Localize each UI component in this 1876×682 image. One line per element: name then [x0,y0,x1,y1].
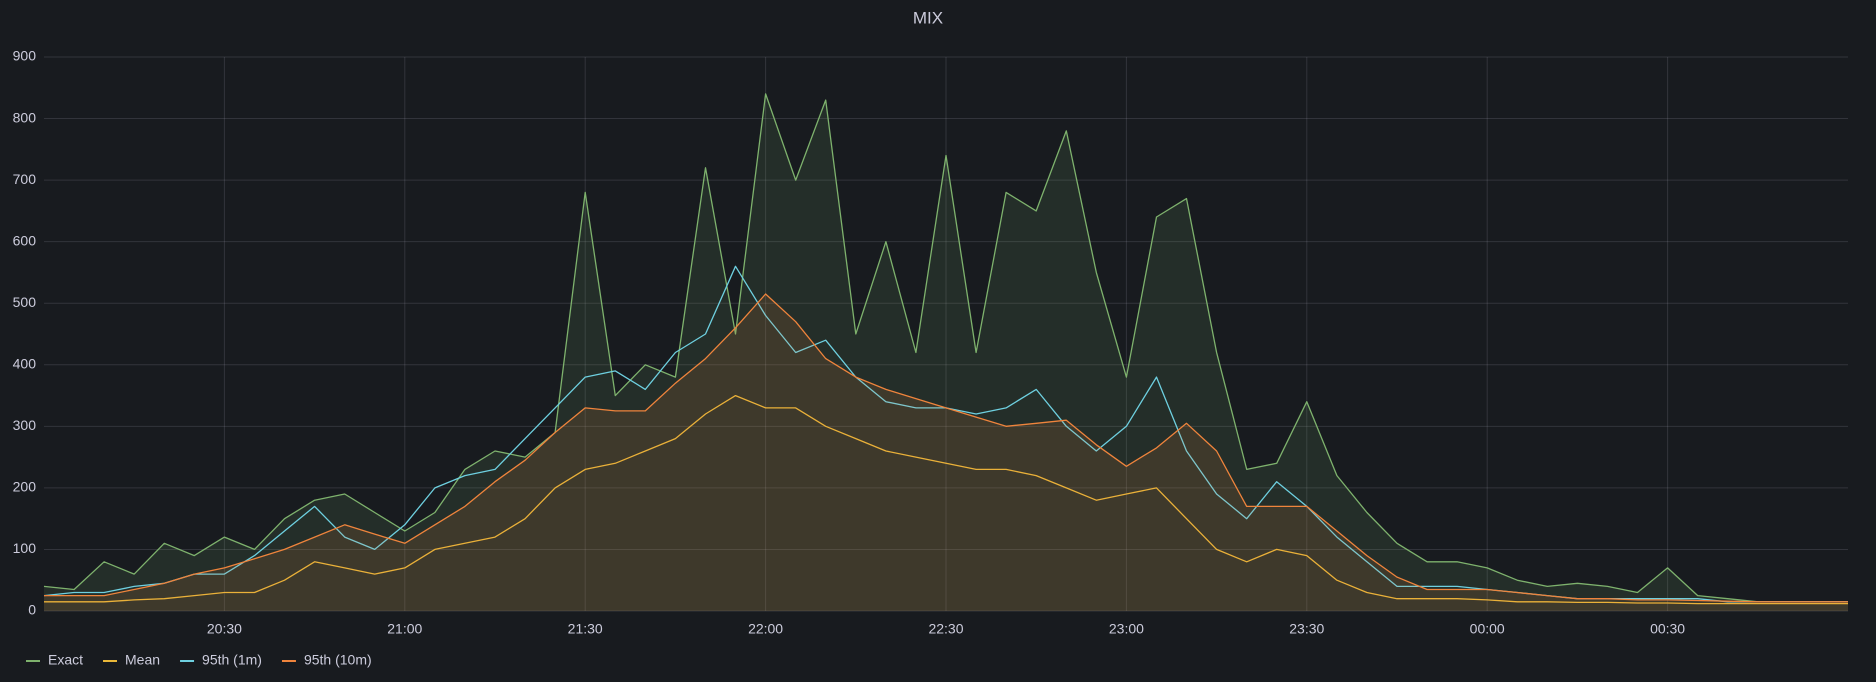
x-tick-label: 21:00 [387,621,422,637]
x-tick-label: 21:30 [568,621,603,637]
y-tick-label: 700 [13,171,37,187]
legend-label: Mean [125,652,160,668]
y-tick-label: 300 [13,417,37,433]
x-tick-label: 23:00 [1109,621,1144,637]
y-tick-label: 400 [13,355,37,371]
series-line [43,93,1848,603]
series-line [44,293,1848,603]
legend-label: 95th (1m) [202,652,262,668]
legend-item[interactable]: 95th (10m) [281,652,372,668]
area-fill [44,294,1848,611]
y-tick-label: 0 [28,602,36,618]
series-line [44,394,1848,605]
legend-item[interactable]: Mean [103,652,160,668]
legend-label: 95th (10m) [304,652,372,668]
x-tick-label: 20:30 [207,621,242,637]
y-tick-label: 600 [13,232,37,248]
x-tick-label: 22:00 [748,621,783,637]
y-tick-label: 100 [13,540,37,556]
chart-title: MIX [913,8,943,27]
x-tick-label: 22:30 [928,621,963,637]
y-tick-label: 800 [13,109,37,125]
legend-label: Exact [48,652,83,668]
x-tick-label: 00:30 [1650,621,1685,637]
x-tick-label: 00:00 [1470,621,1505,637]
y-tick-label: 200 [13,479,37,495]
legend-item[interactable]: 95th (1m) [180,652,262,668]
x-tick-label: 23:30 [1289,621,1324,637]
legend-item[interactable]: Exact [26,652,83,668]
y-tick-label: 500 [13,294,37,310]
y-tick-label: 900 [13,48,37,64]
